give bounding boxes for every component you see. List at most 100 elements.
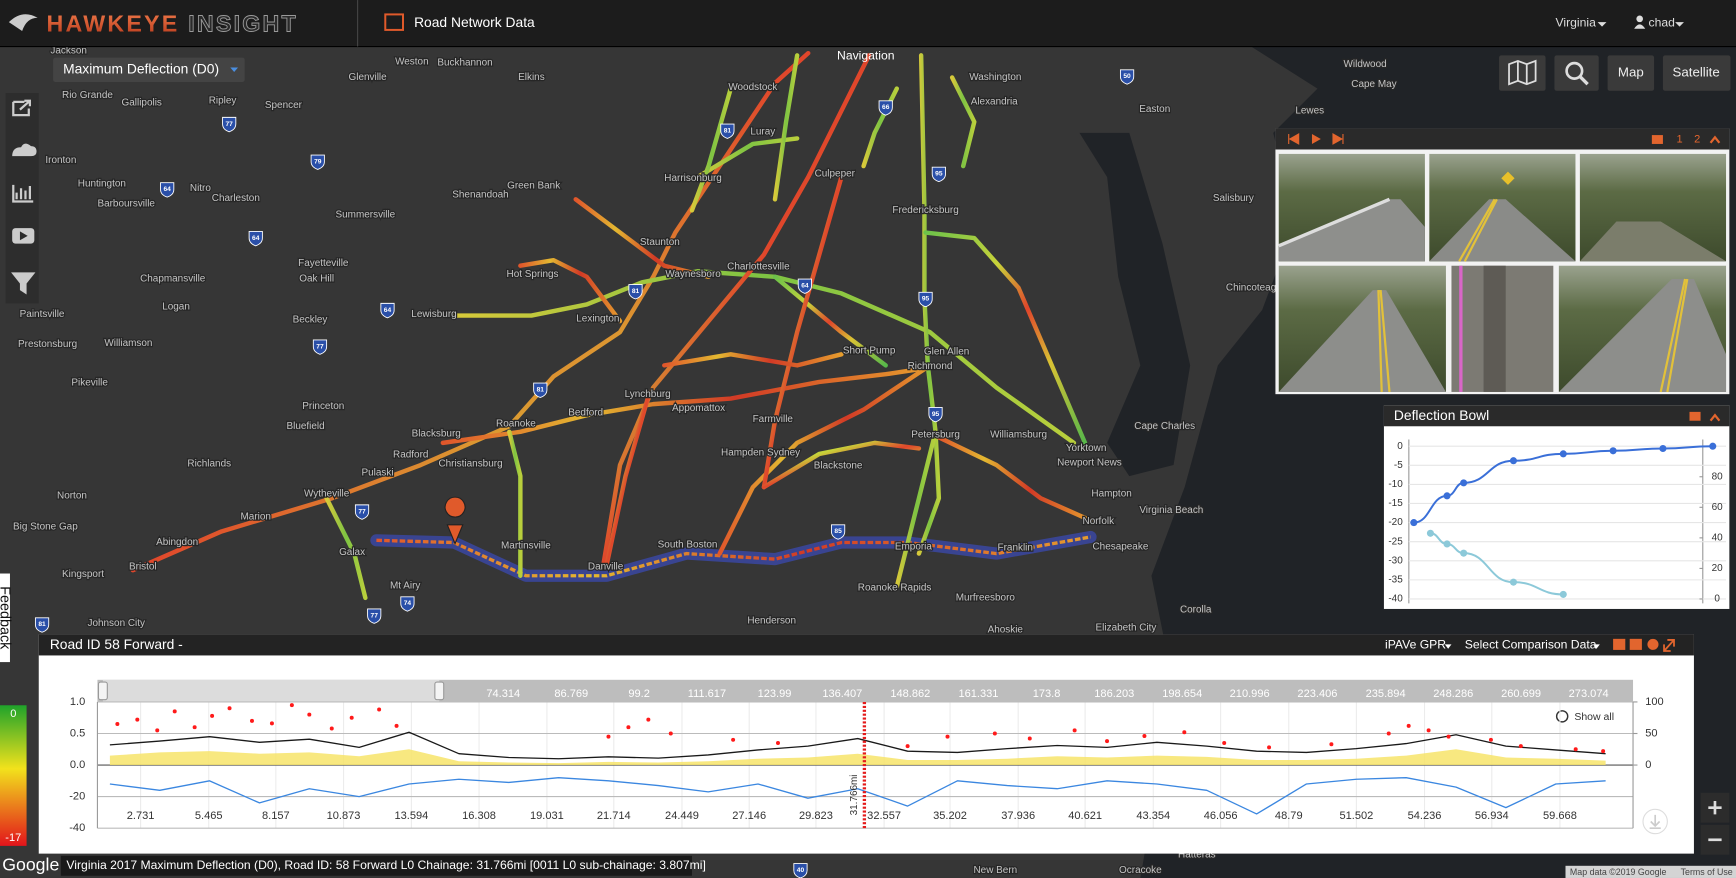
data-point bbox=[1601, 749, 1606, 754]
navigation-label: Navigation bbox=[837, 49, 894, 63]
panel-header bbox=[38, 634, 1694, 656]
video-frame[interactable] bbox=[1558, 265, 1727, 393]
layer-dropdown[interactable] bbox=[53, 57, 245, 82]
data-point bbox=[155, 728, 160, 733]
user-icon bbox=[1636, 15, 1643, 23]
video-frame[interactable] bbox=[1451, 265, 1554, 392]
highway-shield bbox=[400, 596, 415, 612]
navigator-tick-label: 260.699 bbox=[1501, 688, 1541, 700]
basemap-button[interactable] bbox=[1499, 55, 1546, 91]
x-tick-label: 8.157 bbox=[262, 810, 290, 822]
navigator-handle[interactable] bbox=[434, 681, 445, 701]
caret bbox=[1593, 644, 1600, 649]
region-select[interactable]: Virginia bbox=[1556, 15, 1597, 29]
table-button[interactable] bbox=[1613, 638, 1626, 650]
collapse-button[interactable] bbox=[1709, 413, 1721, 422]
map-label: Danville bbox=[588, 562, 624, 573]
map-label: Hampden Sydney bbox=[721, 447, 800, 458]
data-point bbox=[1426, 728, 1431, 733]
map-label: Prestonsburg bbox=[18, 339, 77, 350]
map-label: Bristol bbox=[129, 562, 157, 573]
navigator[interactable] bbox=[97, 679, 1634, 702]
video-frame[interactable] bbox=[1278, 153, 1425, 262]
upload-button[interactable] bbox=[12, 143, 37, 157]
navigator-tick-label: 136.407 bbox=[822, 688, 862, 700]
map-label: Abingdon bbox=[156, 537, 198, 548]
location-pin[interactable] bbox=[444, 496, 466, 546]
table-button[interactable] bbox=[1689, 411, 1701, 421]
road bbox=[440, 365, 933, 446]
x-tick-label: 24.449 bbox=[665, 810, 699, 822]
video-icon bbox=[19, 231, 28, 241]
x-tick-label: 19.031 bbox=[530, 810, 564, 822]
play-button[interactable] bbox=[1311, 133, 1321, 144]
highway-shield bbox=[380, 302, 395, 319]
data-point bbox=[307, 712, 312, 717]
first-frame-button[interactable] bbox=[1288, 133, 1300, 145]
page-button[interactable]: 2 bbox=[1694, 133, 1700, 145]
data-point bbox=[377, 707, 382, 712]
export-icon bbox=[1649, 814, 1661, 829]
terms-link[interactable]: Terms of Use bbox=[1681, 867, 1733, 877]
feedback-tab[interactable] bbox=[0, 573, 10, 663]
button-label: Map bbox=[1618, 65, 1644, 80]
x-tick-label: 21.714 bbox=[597, 810, 631, 822]
road bbox=[936, 435, 1093, 523]
navigator-tick-label: 99.2 bbox=[628, 688, 650, 700]
download-button[interactable] bbox=[1629, 638, 1642, 650]
map-label: Johnson City bbox=[87, 618, 145, 629]
page-button[interactable]: 1 bbox=[1676, 133, 1682, 145]
last-frame-button[interactable] bbox=[1332, 133, 1344, 145]
navigator-tick-label: 86.769 bbox=[554, 688, 588, 700]
navigator-window[interactable] bbox=[102, 679, 440, 702]
shield-number: 95 bbox=[935, 171, 943, 178]
map-label: Henderson bbox=[747, 616, 796, 627]
expand-button[interactable] bbox=[1663, 639, 1675, 652]
caret bbox=[1675, 22, 1684, 27]
video-frame[interactable] bbox=[1429, 153, 1576, 262]
map-type-button[interactable] bbox=[1607, 55, 1655, 91]
search-icon bbox=[1578, 75, 1589, 86]
x-tick-label: 59.668 bbox=[1543, 810, 1577, 822]
settings-button[interactable] bbox=[1647, 638, 1659, 650]
video-frame[interactable] bbox=[1278, 265, 1446, 393]
share-button[interactable] bbox=[12, 99, 31, 117]
navigator-handle[interactable] bbox=[97, 681, 108, 701]
map-label: Emporia bbox=[895, 542, 933, 553]
map-label: Williamsburg bbox=[990, 430, 1047, 441]
data-point bbox=[115, 722, 120, 727]
collapse-button[interactable] bbox=[1709, 135, 1721, 144]
source-select[interactable]: iPAVe GPR bbox=[1385, 638, 1446, 652]
data-point bbox=[626, 725, 631, 730]
shield-number: 77 bbox=[371, 612, 379, 619]
layout-button[interactable] bbox=[1651, 135, 1663, 144]
map-label: Charlottesville bbox=[727, 261, 790, 272]
comparison-select[interactable]: Select Comparison Data bbox=[1465, 638, 1597, 652]
data-point bbox=[1443, 492, 1451, 500]
data-point bbox=[1460, 549, 1468, 557]
data-point bbox=[1027, 736, 1032, 741]
chart-button[interactable] bbox=[12, 184, 34, 203]
user-menu[interactable]: chad bbox=[1649, 15, 1675, 29]
map-label: Murfreesboro bbox=[956, 593, 1016, 604]
map-label: Culpeper bbox=[815, 168, 856, 179]
section-title[interactable]: Road Network Data bbox=[414, 14, 535, 30]
data-point bbox=[668, 731, 673, 736]
map-type-button[interactable] bbox=[1662, 55, 1731, 91]
panel-bg bbox=[38, 634, 1694, 854]
section-icon bbox=[384, 13, 404, 31]
map-label: Buckhannon bbox=[437, 58, 492, 69]
data-point bbox=[1460, 479, 1468, 487]
show-all-button[interactable]: Show all bbox=[1574, 711, 1614, 723]
feedback-label: Feedback bbox=[0, 586, 13, 650]
x-tick-label: 2.731 bbox=[127, 810, 155, 822]
data-point bbox=[1559, 590, 1567, 598]
search-button[interactable] bbox=[1554, 55, 1599, 91]
video-frame[interactable] bbox=[1579, 153, 1727, 262]
navigator-tick-label: 148.862 bbox=[890, 688, 930, 700]
caret bbox=[1597, 22, 1607, 27]
filter-button[interactable] bbox=[11, 272, 36, 295]
map-label: Yorktown bbox=[1066, 443, 1107, 454]
x-tick-label: 13.594 bbox=[394, 810, 428, 822]
map-label: Pulaski bbox=[361, 467, 393, 478]
